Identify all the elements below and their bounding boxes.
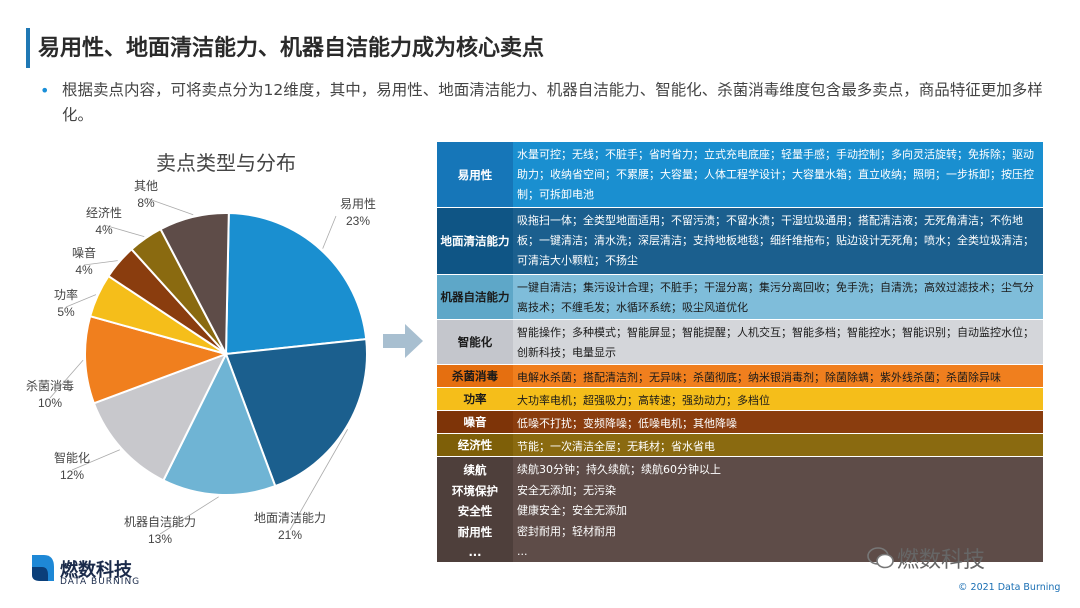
copyright-text: © 2021 Data Burning [958,582,1061,593]
arrow-right-icon [383,324,423,358]
row-label: 续航环境保护安全性耐用性... [437,457,513,562]
slice-value-1: 21% [278,528,302,542]
pie-slice-4 [84,314,230,405]
sub-label: ... [468,545,482,559]
slice-value-2: 13% [148,532,172,546]
row-label: 地面清洁能力 [437,208,513,274]
leader-line-1 [289,429,348,531]
row-text: 一键自清洁；集污设计合理；不脏手；干湿分离；集污分离回收；免手洗；自清洗；高效过… [517,281,1034,314]
selling-point-table: 易用性 水量可控；无线；不脏手；省时省力；立式充电底座；轻量手感；手动控制；多向灵… [437,142,1043,562]
brand-name-en: DATA BURNING [60,577,141,587]
table-row: 智能化 智能操作；多种模式；智能屏显；智能提醒；人机交互；智能多档；智能控水；智能… [437,320,1043,364]
row-text: 水量可控；无线；不脏手；省时省力；立式充电底座；轻量手感；手动控制；多向灵活旋转… [517,148,1034,201]
sub-label: 环境保护 [452,483,498,498]
chart-title: 卖点类型与分布 [156,152,296,175]
slice-value-7: 4% [95,223,113,237]
leader-line-8 [145,197,194,216]
row-label: 功率 [437,388,513,410]
pie-slice-8 [159,212,230,355]
row-label: 智能化 [437,320,513,364]
row-text: 智能操作；多种模式；智能屏显；智能提醒；人机交互；智能多档；智能控水；智能识别；… [517,326,1034,359]
title-accent-bar [26,28,30,68]
brand-logo-icon [32,555,54,581]
leader-line-3 [71,449,120,471]
slice-value-8: 8% [137,196,155,210]
row-label: 易用性 [437,142,513,207]
slice-value-5: 5% [57,305,75,319]
row-text: 大功率电机；超强吸力；高转速；强劲动力；多档位 [517,394,770,407]
leader-line-0 [322,215,337,249]
slice-label-0: 易用性 [340,197,376,211]
sub-text: 健康安全；安全无添加 [517,504,627,517]
sub-text: 安全无添加；无污染 [517,483,616,497]
table-row: 易用性 水量可控；无线；不脏手；省时省力；立式充电底座；轻量手感；手动控制；多向灵… [437,142,1043,207]
slice-value-0: 23% [346,214,370,228]
pie-slice-2 [162,351,277,496]
slice-label-3: 智能化 [54,450,90,465]
leader-line-2 [159,496,219,535]
table-row: 杀菌消毒 电解水杀菌；搭配清洁剂；无异味；杀菌彻底；纳米银消毒剂；除菌除螨；紫外线… [437,365,1043,387]
slice-value-4: 10% [38,396,62,410]
wechat-icon [867,547,894,569]
table-row: 机器自洁能力 一键自清洁；集污设计合理；不脏手；干湿分离；集污分离回收；免手洗；自… [437,275,1043,319]
row-text: 吸拖扫一体；全类型地面适用；不留污渍；不留水渍；干湿垃圾通用；搭配清洁液；无死角… [517,214,1034,267]
slice-value-3: 12% [60,468,84,482]
slice-label-4: 杀菌消毒 [26,378,74,393]
leader-line-5 [65,294,97,308]
table-row: 地面清洁能力 吸拖扫一体；全类型地面适用；不留污渍；不留水渍；干湿垃圾通用；搭配清… [437,208,1043,274]
sub-label: 续航 [463,463,487,477]
row-text: 节能；一次清洁全屋；无耗材；省水省电 [517,440,715,453]
table-row: 续航 环境保护 安全性 耐用性... 续航30分钟；持久续航；续航60分钟以上 安全无添加… [437,457,1043,562]
bullet-dot-icon: • [40,81,50,100]
row-text: 电解水杀菌；搭配清洁剂；无异味；杀菌彻底；纳米银消毒剂；除菌除螨；紫外线杀菌；杀… [517,371,1001,384]
slice-label-7: 经济性 [86,205,122,220]
leader-line-6 [83,260,118,266]
sub-text: 密封耐用；轻材耐用 [517,524,616,538]
slice-value-6: 4% [75,263,93,277]
table-row: 经济性 节能；一次清洁全屋；无耗材；省水省电 [437,434,1043,456]
pie-slice-1 [224,338,368,488]
slice-label-6: 噪音 [72,245,96,260]
slice-label-1: 地面清洁能力 [254,511,326,525]
bullet-text: 根据卖点内容，可将卖点分为12维度，其中，易用性、地面清洁能力、机器自洁能力、智… [62,81,1043,124]
row-label: 机器自洁能力 [437,275,513,319]
pie-slice-3 [92,352,229,482]
row-text: 低噪不打扰；变频降噪；低噪电机；其他降噪 [517,417,737,430]
row-label: 经济性 [437,434,513,456]
sub-label: 耐用性 [457,524,493,539]
table-row: 功率 大功率电机；超强吸力；高转速；强劲动力；多档位 [437,388,1043,410]
row-label: 杀菌消毒 [437,365,513,387]
pie-chart: 卖点类型与分布 易用性 23% 地面清洁能力 21% 机器自洁能力 13% 智能化 12% 杀菌… [26,152,376,546]
row-text: 续航30分钟；持久续航；续航60分钟以上 安全无添加；无污染 健康安全；安全无添加密… [513,457,1043,562]
sub-text: 续航30分钟；持久续航；续航60分钟以上 [517,463,721,476]
bullet-paragraph: • 根据卖点内容，可将卖点分为12维度，其中，易用性、地面清洁能力、机器自洁能力… [40,78,1060,128]
brand-name-cn: 燃数科技 [60,560,132,581]
watermark-text: 燃数科技 [897,548,986,573]
slice-label-8: 其他 [134,179,158,193]
sub-text: ... [517,545,528,558]
leader-line-4 [49,359,84,399]
sub-label: 安全性 [457,504,493,518]
table-row: 噪音 低噪不打扰；变频降噪；低噪电机；其他降噪 [437,411,1043,433]
slice-label-2: 机器自洁能力 [124,515,196,529]
page-title: 易用性、地面清洁能力、机器自洁能力成为核心卖点 [38,36,545,61]
row-label: 噪音 [437,411,513,433]
slice-label-5: 功率 [54,287,78,302]
leader-line-7 [103,224,145,238]
pie-slice-0 [224,212,368,356]
